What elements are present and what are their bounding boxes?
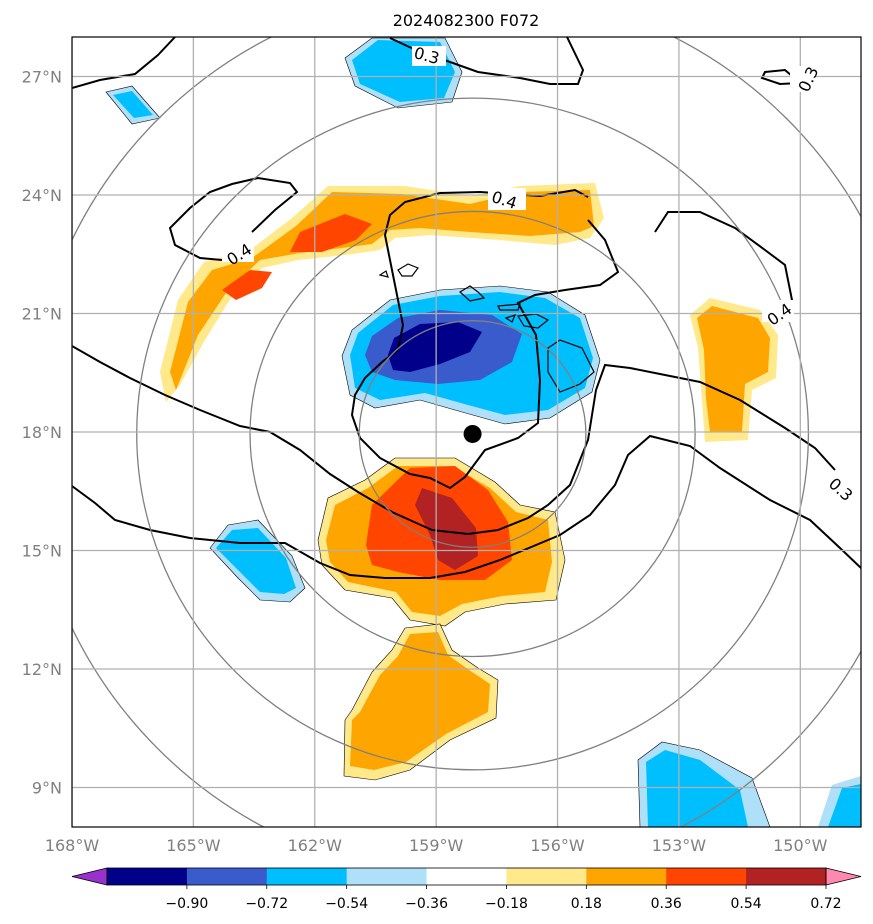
- colorbar-tick-label: −0.54: [325, 896, 368, 912]
- colorbar-tick-label: −0.72: [245, 896, 288, 912]
- lat-tick-label: 24°N: [22, 186, 62, 205]
- storm-center-marker: [463, 424, 482, 443]
- colorbar-tick-label: −0.90: [165, 896, 208, 912]
- colorbar-segment: [666, 868, 747, 885]
- lon-tick-label: 156°W: [530, 836, 585, 855]
- colorbar-frame: [106, 867, 827, 886]
- colorbar-tick-label: −0.36: [405, 896, 448, 912]
- latitude-tick-labels: 9°N 12°N 15°N 18°N 21°N 24°N 27°N: [22, 68, 62, 798]
- colorbar-segment: [266, 868, 348, 885]
- colorbar-tick-label: −0.18: [485, 896, 528, 912]
- colorbar-tick-label: 0.18: [571, 896, 602, 912]
- lat-tick-label: 9°N: [32, 779, 62, 798]
- lat-tick-label: 18°N: [22, 423, 62, 442]
- colorbar-tick-label: 0.54: [731, 896, 762, 912]
- colorbar-segment: [426, 868, 507, 885]
- range-ring: [136, 97, 810, 771]
- lat-tick-label: 15°N: [22, 542, 62, 561]
- lon-tick-label: 162°W: [288, 836, 343, 855]
- figure-title: 2024082300 F072: [393, 11, 540, 30]
- colorbar-segment: [186, 868, 268, 885]
- map-plot-area: 0.3 0.4 0.4 0.4 0.3 0.3: [72, 37, 861, 827]
- range-rings: [72, 37, 861, 827]
- lat-tick-label: 27°N: [22, 68, 62, 87]
- colorbar-extension-high: [825, 867, 862, 886]
- colorbar-segment: [107, 868, 188, 885]
- lat-tick-label: 21°N: [22, 305, 62, 324]
- range-ring: [249, 210, 696, 658]
- colorbar-tick-label: 0.36: [651, 896, 682, 912]
- colorbar-segment: [506, 868, 587, 885]
- lon-tick-label: 153°W: [652, 836, 707, 855]
- colorbar: −0.90 −0.72 −0.54 −0.36 −0.18 0.18 0.36 0.54 0.7…: [71, 867, 862, 912]
- range-ring: [358, 320, 587, 548]
- lon-tick-label: 165°W: [166, 836, 221, 855]
- hawaiian-islands-coastline: [378, 263, 595, 393]
- map-gridlines: [72, 37, 861, 827]
- contour-lines: [72, 37, 861, 579]
- lon-tick-label: 168°W: [45, 836, 100, 855]
- colorbar-segment: [346, 868, 428, 885]
- lon-tick-label: 159°W: [409, 836, 464, 855]
- lon-tick-label: 150°W: [773, 836, 828, 855]
- lat-tick-label: 12°N: [22, 660, 62, 679]
- map-frame: [71, 36, 862, 828]
- colorbar-tick-label: 0.72: [810, 896, 841, 912]
- colorbar-segment: [746, 868, 827, 885]
- colorbar-extension-low: [71, 867, 108, 886]
- colorbar-segment: [586, 868, 667, 885]
- longitude-tick-labels: 168°W 165°W 162°W 159°W 156°W 153°W 150°W: [45, 836, 828, 855]
- contour-label-group: 0.3 0.4 0.4 0.4 0.3 0.3: [222, 43, 860, 505]
